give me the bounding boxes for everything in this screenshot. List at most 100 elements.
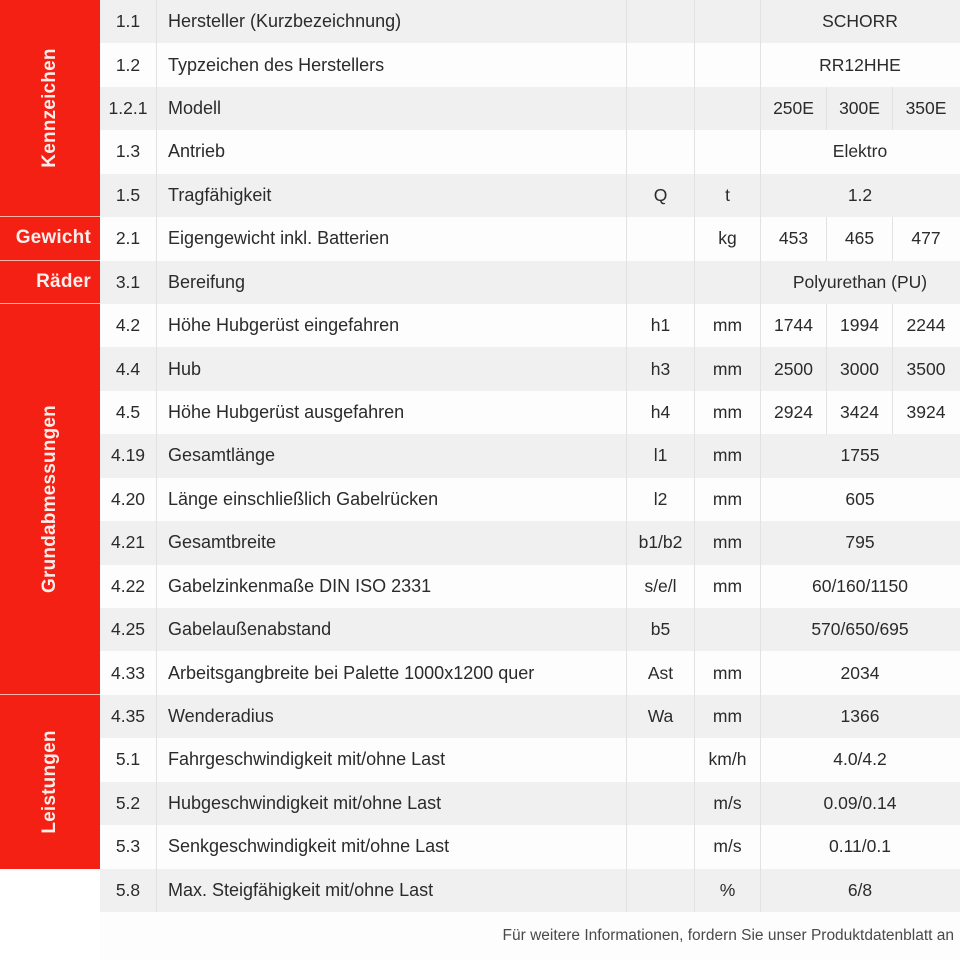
- row-description: Modell: [157, 86, 627, 131]
- row-symbol: [627, 825, 695, 869]
- row-description: Wenderadius: [157, 694, 627, 739]
- row-value: 3924: [906, 402, 946, 423]
- row-description: Arbeitsgangbreite bei Palette 1000x1200 …: [157, 651, 627, 695]
- row-number: 5.3: [100, 825, 157, 869]
- row-value: 350E: [905, 98, 947, 119]
- category-label: Gewicht: [15, 227, 91, 249]
- category-label: Kennzeichen: [39, 48, 60, 168]
- row-symbol: h3: [627, 347, 695, 391]
- row-unit: [695, 86, 761, 131]
- row-unit: mm: [695, 304, 761, 348]
- category-label: Leistungen: [39, 730, 60, 834]
- row-value: 2034: [840, 662, 880, 683]
- row-symbol: s/e/l: [627, 564, 695, 608]
- row-value: 570/650/695: [811, 619, 909, 640]
- row-unit: mm: [695, 651, 761, 695]
- category-block: Gewicht: [0, 217, 100, 261]
- table-row: 4.2 Höhe Hubgerüst eingefahren h1 mm 1744 199…: [100, 304, 960, 348]
- row-symbol: Q: [627, 173, 695, 218]
- row-symbol: l1: [627, 434, 695, 478]
- row-value: Polyurethan (PU): [792, 271, 928, 292]
- row-symbol: [627, 217, 695, 261]
- row-number: 4.25: [100, 608, 157, 652]
- row-value: 477: [911, 228, 941, 249]
- row-description: Gesamtlänge: [157, 434, 627, 478]
- row-value: 0.09/0.14: [823, 792, 897, 813]
- row-unit: [695, 0, 761, 44]
- table-row: 3.1 Bereifung Polyurethan (PU): [100, 260, 960, 304]
- row-number: 4.5: [100, 390, 157, 435]
- row-unit: t: [695, 173, 761, 218]
- row-unit: mm: [695, 694, 761, 739]
- table-row: 5.2 Hubgeschwindigkeit mit/ohne Last m/s 0.…: [100, 781, 960, 826]
- row-symbol: h4: [627, 390, 695, 435]
- row-value: 795: [845, 532, 875, 553]
- row-value: 4.0/4.2: [833, 749, 887, 770]
- row-symbol: Ast: [627, 651, 695, 695]
- table-row: 1.1 Hersteller (Kurzbezeichnung) SCHORR: [100, 0, 960, 44]
- row-unit: mm: [695, 347, 761, 391]
- category-block: Grundabmessungen: [0, 304, 100, 695]
- row-description: Bereifung: [157, 260, 627, 304]
- row-value: 3424: [827, 390, 893, 435]
- row-unit: [695, 130, 761, 174]
- footer-spacer: [0, 912, 100, 960]
- row-symbol: [627, 781, 695, 826]
- table-row: 4.5 Höhe Hubgerüst ausgefahren h4 mm 2924 342…: [100, 390, 960, 435]
- row-value: 2924: [761, 390, 827, 435]
- row-unit: mm: [695, 521, 761, 565]
- row-number: 1.2.1: [100, 86, 157, 131]
- table-row: 5.1 Fahrgeschwindigkeit mit/ohne Last km/h…: [100, 738, 960, 782]
- row-symbol: h1: [627, 304, 695, 348]
- row-value: 300E: [827, 86, 893, 131]
- row-value: RR12HHE: [819, 54, 901, 75]
- row-description: Fahrgeschwindigkeit mit/ohne Last: [157, 738, 627, 782]
- row-value: 3500: [906, 358, 946, 379]
- table-row: 1.3 Antrieb Elektro: [100, 130, 960, 174]
- row-unit: m/s: [695, 825, 761, 869]
- row-number: 1.2: [100, 43, 157, 87]
- table-row: 5.8 Max. Steigfähigkeit mit/ohne Last% 6/8: [100, 868, 960, 912]
- row-description: Höhe Hubgerüst eingefahren: [157, 304, 627, 348]
- row-unit: [695, 43, 761, 87]
- row-symbol: [627, 868, 695, 912]
- row-number: 1.3: [100, 130, 157, 174]
- table-row: 4.35 Wenderadius Wa mm 1366: [100, 694, 960, 739]
- table-row: 4.33 Arbeitsgangbreite bei Palette 1000x1…: [100, 651, 960, 695]
- table-row: 4.25 Gabelaußenabstand b5 570/650/695: [100, 608, 960, 652]
- row-description: Typzeichen des Herstellers: [157, 43, 627, 87]
- row-number: 4.21: [100, 521, 157, 565]
- row-description: Senkgeschwindigkeit mit/ohne Last: [157, 825, 627, 869]
- table-row: 4.19 Gesamtlänge l1 mm 1755: [100, 434, 960, 478]
- row-unit: mm: [695, 564, 761, 608]
- row-number: 4.4: [100, 347, 157, 391]
- row-value: 465: [827, 217, 893, 261]
- row-value: 1994: [827, 304, 893, 348]
- row-value: 0.11/0.1: [829, 836, 891, 857]
- row-value: 60/160/1150: [811, 575, 909, 596]
- row-description: Tragfähigkeit: [157, 173, 627, 218]
- category-label: Grundabmessungen: [39, 404, 60, 593]
- row-value: 1.2: [847, 184, 873, 205]
- row-description: Hersteller (Kurzbezeichnung): [157, 0, 627, 44]
- category-block: Räder: [0, 260, 100, 304]
- row-unit: [695, 608, 761, 652]
- category-block: Kennzeichen: [0, 0, 100, 218]
- category-rail: Kennzeichen Gewicht Räder Grundabmessungen L…: [0, 0, 100, 912]
- row-symbol: Wa: [627, 694, 695, 739]
- row-number: 5.1: [100, 738, 157, 782]
- row-value: 6/8: [847, 879, 873, 900]
- table-row: 5.3 Senkgeschwindigkeit mit/ohne Last m/s 0…: [100, 825, 960, 869]
- row-description: Hub: [157, 347, 627, 391]
- row-number: 4.20: [100, 477, 157, 522]
- row-symbol: [627, 86, 695, 131]
- row-description: Höhe Hubgerüst ausgefahren: [157, 390, 627, 435]
- row-unit: mm: [695, 390, 761, 435]
- row-symbol: [627, 130, 695, 174]
- row-symbol: [627, 0, 695, 44]
- row-number: 5.2: [100, 781, 157, 826]
- row-value: 453: [761, 217, 827, 261]
- row-number: 1.5: [100, 173, 157, 218]
